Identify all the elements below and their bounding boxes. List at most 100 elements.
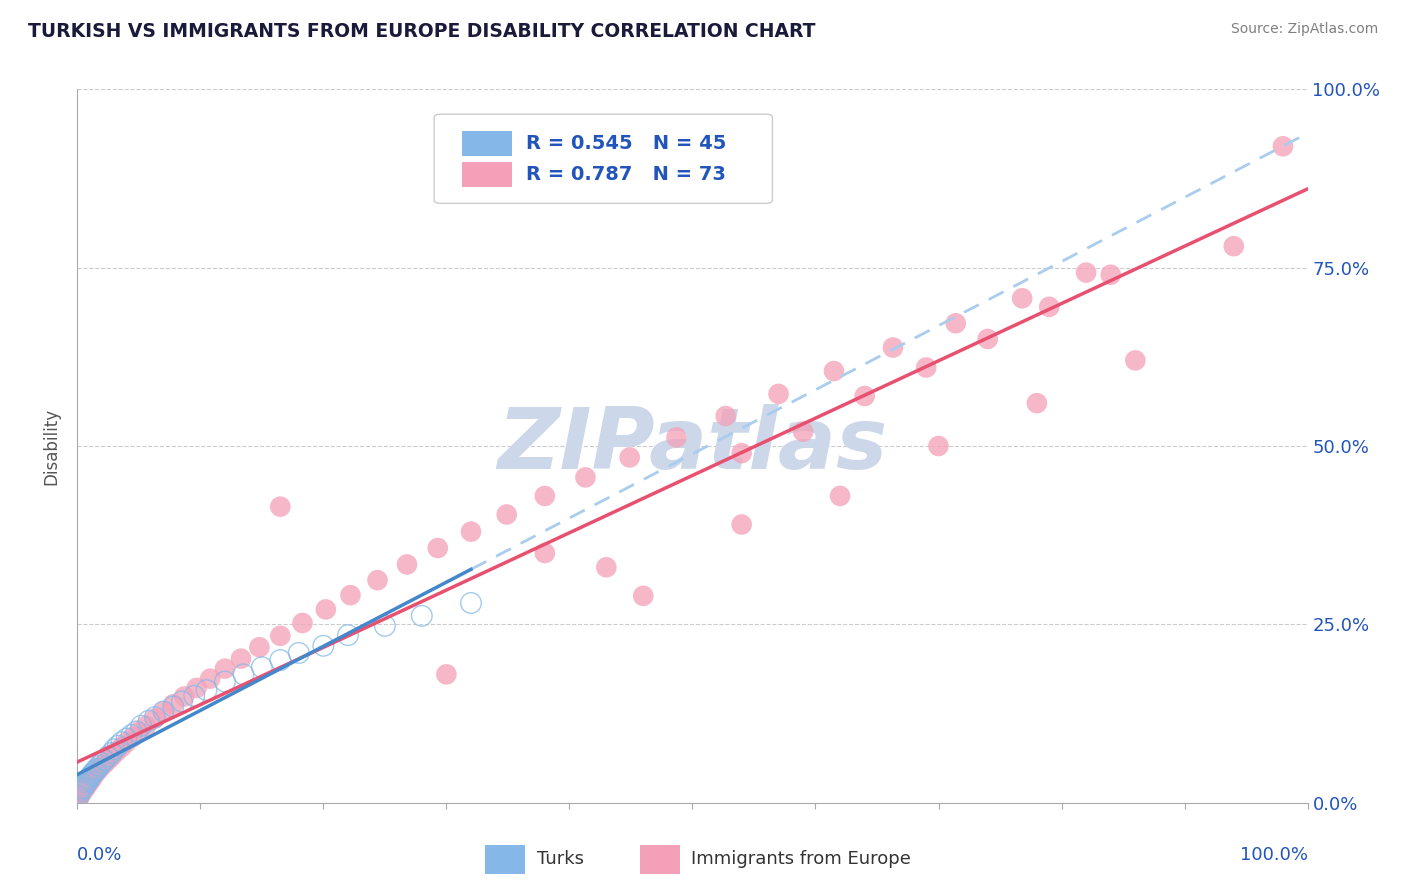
Point	[1011, 291, 1033, 305]
Point	[90, 756, 114, 770]
Point	[436, 667, 458, 681]
Point	[152, 705, 174, 719]
Point	[315, 602, 337, 616]
Point	[86, 762, 108, 776]
Point	[80, 769, 103, 783]
Text: Source: ZipAtlas.com: Source: ZipAtlas.com	[1230, 22, 1378, 37]
Y-axis label: Disability: Disability	[42, 408, 60, 484]
Point	[135, 719, 157, 733]
Text: TURKISH VS IMMIGRANTS FROM EUROPE DISABILITY CORRELATION CHART: TURKISH VS IMMIGRANTS FROM EUROPE DISABI…	[28, 22, 815, 41]
Point	[101, 749, 124, 764]
Bar	[463, 130, 512, 155]
Point	[183, 689, 205, 703]
Point	[269, 629, 291, 643]
Point	[853, 389, 876, 403]
Point	[93, 756, 115, 771]
Text: 0.0%: 0.0%	[77, 846, 122, 863]
Point	[823, 364, 845, 378]
Point	[915, 360, 938, 375]
Point	[82, 771, 104, 785]
Point	[214, 674, 236, 689]
Point	[72, 783, 94, 797]
Point	[396, 558, 419, 572]
Point	[633, 589, 655, 603]
Point	[882, 341, 904, 355]
Point	[1272, 139, 1295, 153]
Point	[121, 730, 143, 744]
Point	[76, 778, 98, 792]
Point	[291, 615, 314, 630]
Point	[97, 749, 120, 764]
Point	[70, 783, 93, 797]
Point	[945, 316, 967, 330]
Point	[534, 489, 557, 503]
Point	[82, 765, 104, 780]
Point	[460, 596, 482, 610]
Point	[162, 699, 184, 714]
Point	[70, 785, 93, 799]
Point	[101, 746, 124, 760]
Point	[67, 789, 90, 803]
Point	[69, 789, 91, 803]
Point	[229, 651, 252, 665]
Point	[768, 387, 790, 401]
Point	[115, 731, 138, 746]
Point	[830, 489, 852, 503]
Point	[232, 667, 254, 681]
Point	[214, 662, 236, 676]
Point	[76, 774, 98, 789]
Point	[186, 681, 208, 695]
Point	[426, 541, 449, 555]
Point	[77, 772, 100, 787]
Point	[460, 524, 482, 539]
Point	[107, 739, 129, 753]
Point	[138, 714, 160, 728]
Point	[67, 792, 90, 806]
Point	[143, 710, 166, 724]
Point	[367, 573, 389, 587]
Point	[128, 724, 150, 739]
Point	[374, 619, 396, 633]
Point	[1038, 300, 1060, 314]
Point	[574, 470, 596, 484]
Point	[1076, 266, 1098, 280]
Point	[269, 653, 291, 667]
Point	[337, 628, 360, 642]
Point	[288, 646, 311, 660]
Text: R = 0.545   N = 45: R = 0.545 N = 45	[526, 134, 727, 153]
Point	[82, 769, 104, 783]
Point	[73, 781, 96, 796]
Bar	[463, 162, 512, 187]
Point	[103, 742, 125, 756]
Point	[1099, 268, 1122, 282]
Point	[90, 760, 112, 774]
Point	[75, 776, 97, 790]
Point	[111, 735, 132, 749]
Point	[73, 778, 96, 792]
Point	[731, 446, 754, 460]
Point	[70, 787, 93, 801]
Point	[312, 639, 335, 653]
Point	[115, 735, 138, 749]
Point	[131, 719, 153, 733]
Text: 100.0%: 100.0%	[1240, 846, 1308, 863]
Point	[792, 425, 814, 439]
Point	[250, 660, 273, 674]
Point	[70, 781, 93, 796]
Text: Turks: Turks	[537, 850, 583, 869]
Point	[595, 560, 617, 574]
Point	[111, 740, 132, 755]
Point	[143, 712, 166, 726]
Point	[93, 753, 115, 767]
Point	[83, 764, 105, 779]
Point	[84, 763, 107, 777]
Point	[84, 765, 107, 780]
Point	[714, 409, 737, 423]
Point	[173, 690, 195, 704]
Text: ZIPatlas: ZIPatlas	[498, 404, 887, 488]
Bar	[485, 845, 526, 874]
Point	[731, 517, 754, 532]
Point	[170, 694, 193, 708]
Point	[339, 588, 361, 602]
Point	[82, 767, 104, 781]
